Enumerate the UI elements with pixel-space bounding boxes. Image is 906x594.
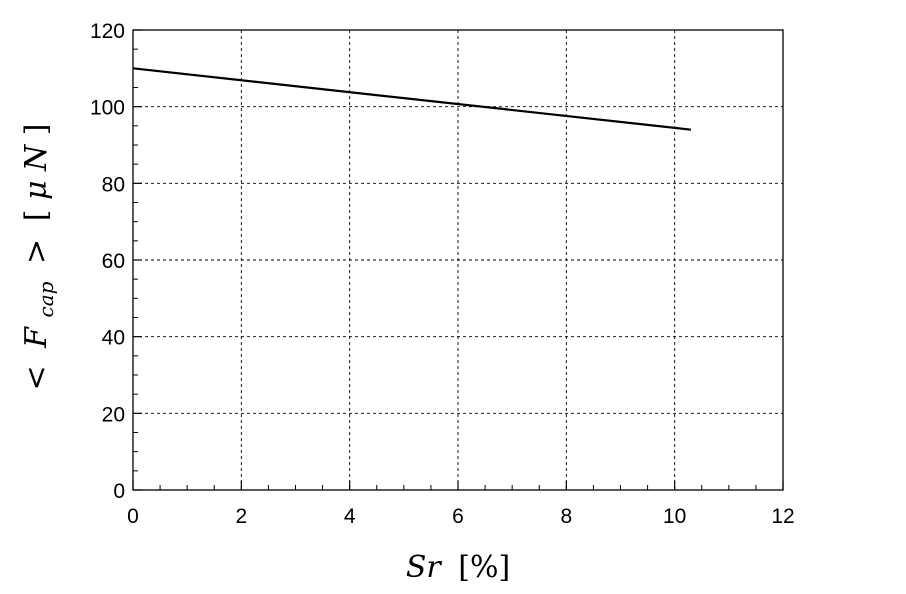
y-axis-label-unit-variable: N: [19, 143, 54, 172]
y-tick-label: 20: [102, 403, 125, 426]
x-tick-label: 8: [560, 505, 572, 528]
y-axis-label-open: <: [19, 365, 54, 390]
y-tick-label: 40: [102, 327, 125, 350]
series-layer: [132, 67, 692, 131]
y-axis-label-unit-open: [: [19, 210, 54, 222]
y-axis-label-unit-mu: μ: [19, 181, 54, 201]
grid: [133, 30, 783, 490]
y-axis-label-subscript: cap: [34, 281, 58, 317]
y-tick-label: 0: [113, 480, 125, 503]
x-axis-label-unit: [%]: [458, 550, 510, 585]
x-tick-label: 12: [771, 505, 794, 528]
x-axis-label-variable: Sr: [406, 550, 443, 585]
y-tick-label: 100: [90, 97, 125, 120]
minor-ticks: [132, 29, 784, 491]
y-axis-label-unit-close: ]: [19, 123, 54, 135]
x-axis-label: Sr [%]: [406, 550, 510, 585]
y-axis-label: < F cap > [ μ N ]: [19, 123, 61, 390]
x-tick-label: 0: [127, 505, 139, 528]
y-tick-label: 60: [102, 250, 125, 273]
x-tick-label: 4: [344, 505, 356, 528]
x-tick-label: 10: [663, 505, 686, 528]
y-tick-label: 80: [102, 173, 125, 196]
x-tick-label: 2: [235, 505, 247, 528]
series-line: [132, 67, 692, 131]
y-tick-label: 120: [90, 20, 125, 43]
x-tick-label: 6: [452, 505, 464, 528]
y-axis-label-variable: F: [19, 326, 54, 349]
y-axis-label-close: >: [19, 239, 54, 264]
